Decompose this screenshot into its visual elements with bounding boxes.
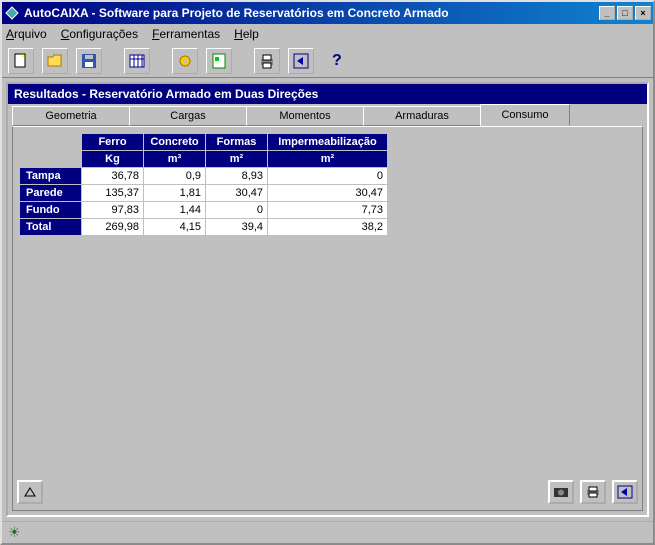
tab-body-consumo: Ferro Concreto Formas Impermeabilização …	[12, 126, 643, 511]
app-icon	[4, 5, 20, 21]
tab-momentos[interactable]: Momentos	[246, 106, 364, 126]
arrow-box-icon[interactable]	[612, 480, 638, 504]
status-icon: ☀	[8, 524, 21, 541]
gear-icon[interactable]	[172, 48, 198, 74]
camera-icon[interactable]	[548, 480, 574, 504]
results-title-bar: Resultados - Reservatório Armado em Duas…	[8, 84, 647, 104]
window-controls: _ □ ×	[599, 6, 651, 20]
new-file-icon[interactable]	[8, 48, 34, 74]
results-title: Resultados - Reservatório Armado em Duas…	[14, 87, 318, 101]
unit-imper: m²	[268, 151, 388, 168]
row-tampa: Tampa	[20, 168, 82, 185]
table-row: Tampa 36,78 0,9 8,93 0	[20, 168, 388, 185]
help-icon[interactable]: ?	[322, 52, 342, 70]
table-corner	[20, 134, 82, 151]
window-title: AutoCAIXA - Software para Projeto de Res…	[24, 6, 599, 20]
menu-configuracoes[interactable]: Configurações	[61, 27, 138, 41]
maximize-button[interactable]: □	[617, 6, 633, 20]
app-window: AutoCAIXA - Software para Projeto de Res…	[0, 0, 655, 545]
calendar-icon[interactable]	[124, 48, 150, 74]
print-icon[interactable]	[254, 48, 280, 74]
unit-ferro: Kg	[82, 151, 144, 168]
col-imper: Impermeabilização	[268, 134, 388, 151]
print-icon[interactable]	[580, 480, 606, 504]
content-panel: Resultados - Reservatório Armado em Duas…	[6, 82, 649, 517]
triangle-up-icon[interactable]	[17, 480, 43, 504]
row-parede: Parede	[20, 185, 82, 202]
arrow-box-icon[interactable]	[288, 48, 314, 74]
tab-cargas[interactable]: Cargas	[129, 106, 247, 126]
menu-arquivo[interactable]: Arquivo	[6, 27, 47, 41]
unit-concreto: m³	[144, 151, 206, 168]
minimize-button[interactable]: _	[599, 6, 615, 20]
tab-armaduras[interactable]: Armaduras	[363, 106, 481, 126]
tab-consumo[interactable]: Consumo	[480, 104, 570, 126]
row-total: Total	[20, 219, 82, 236]
open-folder-icon[interactable]	[42, 48, 68, 74]
main-toolbar: ?	[2, 44, 653, 78]
title-bar: AutoCAIXA - Software para Projeto de Res…	[2, 2, 653, 24]
row-fundo: Fundo	[20, 202, 82, 219]
menu-help[interactable]: Help	[234, 27, 259, 41]
save-disk-icon[interactable]	[76, 48, 102, 74]
sheet-icon[interactable]	[206, 48, 232, 74]
col-concreto: Concreto	[144, 134, 206, 151]
table-row: Parede 135,37 1,81 30,47 30,47	[20, 185, 388, 202]
table-row: Fundo 97,83 1,44 0 7,73	[20, 202, 388, 219]
close-button[interactable]: ×	[635, 6, 651, 20]
tab-geometria[interactable]: Geometria	[12, 106, 130, 126]
menu-ferramentas[interactable]: Ferramentas	[152, 27, 220, 41]
menu-bar: Arquivo Configurações Ferramentas Help	[2, 24, 653, 44]
unit-formas: m²	[206, 151, 268, 168]
table-row: Total 269,98 4,15 39,4 38,2	[20, 219, 388, 236]
col-ferro: Ferro	[82, 134, 144, 151]
tab-strip: Geometria Cargas Momentos Armaduras Cons…	[8, 104, 647, 126]
bottom-toolbar	[17, 478, 638, 506]
col-formas: Formas	[206, 134, 268, 151]
status-bar: ☀	[2, 521, 653, 543]
consumo-table: Ferro Concreto Formas Impermeabilização …	[19, 133, 388, 236]
